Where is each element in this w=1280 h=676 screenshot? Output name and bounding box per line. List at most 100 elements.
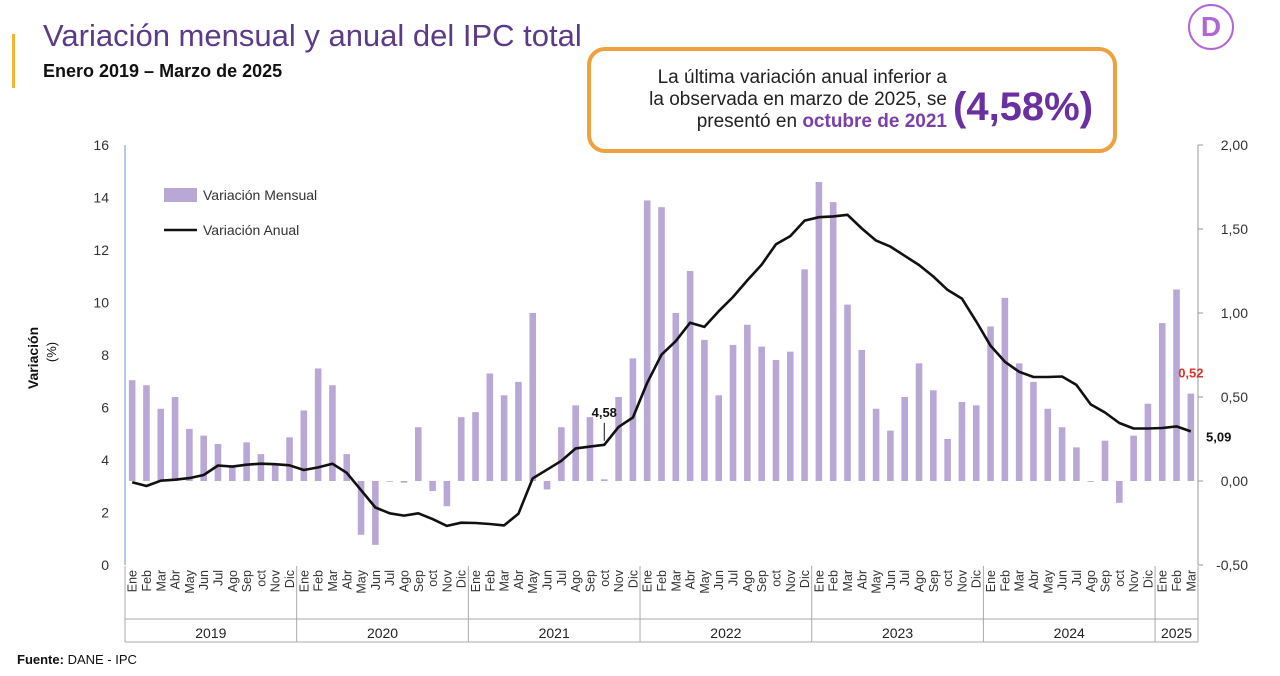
monthly-bar	[629, 358, 637, 481]
monthly-bar	[672, 313, 680, 481]
month-label: Nov	[784, 569, 798, 592]
left-tick-label: 8	[101, 347, 109, 363]
month-label: Feb	[827, 570, 841, 592]
monthly-bar	[414, 427, 422, 481]
right-tick-label: 0,00	[1221, 473, 1248, 489]
year-label: 2023	[882, 625, 913, 641]
monthly-bar	[500, 395, 508, 481]
monthly-bar	[930, 390, 937, 481]
month-label: May	[526, 569, 540, 593]
monthly-bar	[1173, 289, 1180, 481]
month-label: Nov	[269, 569, 283, 592]
monthly-bar	[1087, 481, 1094, 482]
monthly-bar	[1058, 427, 1066, 481]
monthly-bar	[815, 181, 823, 481]
monthly-bar	[1030, 381, 1037, 481]
month-label: Sep	[412, 570, 426, 592]
monthly-bar	[457, 417, 465, 481]
monthly-bar	[829, 202, 837, 481]
page-subtitle: Enero 2019 – Marzo de 2025	[43, 61, 283, 81]
month-label: Ago	[397, 570, 411, 592]
month-label: May	[698, 569, 712, 593]
monthly-bar	[472, 412, 479, 481]
left-tick-label: 6	[101, 400, 109, 416]
month-label: May	[183, 569, 197, 593]
ipc-chart: 0 2 4 6 8 10 12 14 16 -0,50 0,00 0,50 1,00 1,50 2,00 Va…	[25, 137, 1248, 643]
monthly-bar	[200, 435, 207, 481]
monthly-bar	[372, 481, 379, 545]
month-label: Abr	[169, 570, 183, 589]
month-label: May	[870, 569, 884, 593]
monthly-bar	[443, 481, 451, 507]
month-label: Feb	[312, 570, 326, 592]
month-label: Ago	[226, 570, 240, 592]
monthly-bar	[1073, 447, 1080, 481]
monthly-bar	[243, 442, 250, 481]
month-label: Mar	[326, 570, 340, 592]
monthly-bar	[300, 410, 308, 481]
month-label: Ago	[569, 570, 583, 592]
month-label: Mar	[154, 570, 168, 592]
monthly-bar	[257, 454, 265, 481]
month-label: May	[355, 569, 369, 593]
left-tick-label: 4	[101, 452, 109, 468]
left-tick-label: 12	[93, 242, 109, 258]
right-tick-label: -0,50	[1216, 557, 1248, 573]
month-label: Ene	[812, 570, 826, 592]
month-label: Dic	[283, 570, 297, 588]
monthly-bar	[972, 405, 980, 481]
monthly-bar	[701, 339, 708, 481]
month-label: Jun	[197, 570, 211, 590]
left-tick-label: 10	[93, 295, 109, 311]
monthly-bar	[128, 380, 136, 481]
annotation-label: 4,58	[592, 405, 617, 420]
source-note: Fuente: DANE - IPC	[17, 652, 137, 667]
month-label: oct	[426, 569, 440, 586]
monthly-bar	[901, 397, 909, 481]
left-tick-label: 0	[101, 557, 109, 573]
accent-bar	[12, 34, 15, 88]
y-axis-unit: (%)	[44, 342, 59, 362]
monthly-bar	[543, 481, 551, 490]
month-label: Abr	[855, 570, 869, 589]
month-label: Mar	[1013, 570, 1027, 592]
month-label: Ene	[469, 570, 483, 592]
month-label: Mar	[669, 570, 683, 592]
right-tick-label: 2,00	[1221, 137, 1248, 153]
monthly-bar	[987, 326, 994, 481]
monthly-bar	[801, 269, 808, 481]
month-label: Sep	[755, 570, 769, 592]
monthly-bar	[286, 437, 293, 481]
month-label: Abr	[340, 570, 354, 589]
month-label: May	[1041, 569, 1055, 593]
monthly-bar	[1101, 440, 1109, 481]
month-label: Dic	[455, 570, 469, 588]
monthly-bar	[357, 481, 365, 535]
monthly-bar	[558, 427, 565, 481]
monthly-bar	[314, 368, 322, 481]
monthly-bar	[944, 439, 951, 481]
month-label: Ene	[641, 570, 655, 592]
monthly-bar	[343, 454, 351, 481]
year-label: 2025	[1161, 625, 1192, 641]
monthly-bar	[529, 313, 537, 481]
month-label: Abr	[1027, 570, 1041, 589]
monthly-bar	[429, 481, 436, 492]
month-label: oct	[598, 569, 612, 586]
month-label: Nov	[1127, 569, 1141, 592]
callout-line-2: la observada en marzo de 2025, se	[649, 89, 947, 110]
monthly-bar	[1187, 393, 1195, 481]
source-value: DANE - IPC	[67, 652, 137, 667]
monthly-bar	[600, 479, 608, 481]
year-label: 2024	[1054, 625, 1085, 641]
month-label: Sep	[240, 570, 254, 592]
monthly-bar	[515, 381, 522, 481]
month-label: Dic	[970, 570, 984, 588]
monthly-bar	[586, 417, 594, 481]
monthly-bar	[229, 465, 236, 481]
month-label: Jun	[541, 570, 555, 590]
month-label: Jun	[369, 570, 383, 590]
monthly-bar	[1144, 403, 1152, 481]
monthly-bar	[157, 408, 165, 481]
month-label: Feb	[1170, 570, 1184, 592]
